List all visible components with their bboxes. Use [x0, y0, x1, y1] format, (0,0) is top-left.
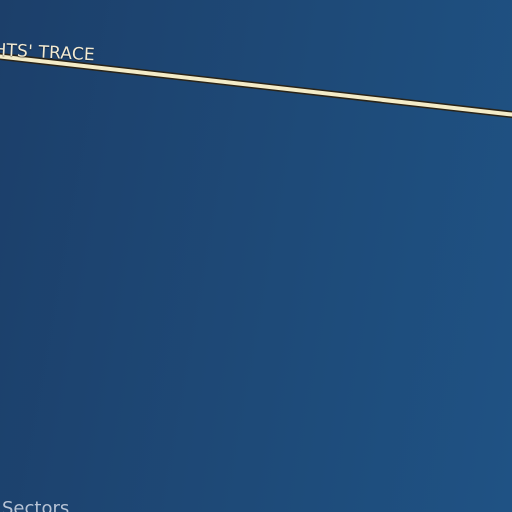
- district-label: Sectors: [2, 498, 70, 512]
- road-line[interactable]: [0, 54, 512, 117]
